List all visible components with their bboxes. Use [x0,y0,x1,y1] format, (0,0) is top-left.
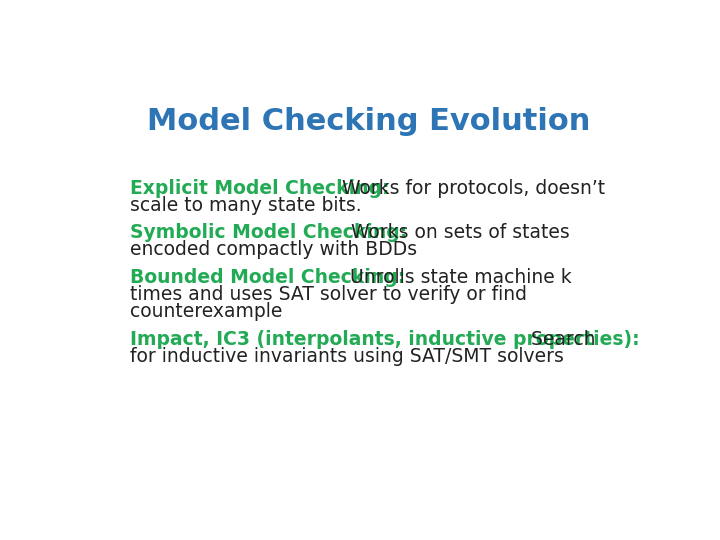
Text: Impact, IC3 (interpolants, inductive properties):: Impact, IC3 (interpolants, inductive pro… [130,330,640,349]
Text: Model Checking Evolution: Model Checking Evolution [148,107,590,136]
Text: Works on sets of states: Works on sets of states [345,224,570,242]
Text: scale to many state bits.: scale to many state bits. [130,195,362,215]
Text: Bounded Model Checking:: Bounded Model Checking: [130,268,405,287]
Text: Search: Search [526,330,595,349]
Text: for inductive invariants using SAT/SMT solvers: for inductive invariants using SAT/SMT s… [130,347,564,366]
Text: Unrolls state machine k: Unrolls state machine k [343,268,572,287]
Text: Symbolic Model Checking:: Symbolic Model Checking: [130,224,408,242]
Text: times and uses SAT solver to verify or find: times and uses SAT solver to verify or f… [130,285,527,304]
Text: counterexample: counterexample [130,302,283,321]
Text: Explicit Model Checking:: Explicit Model Checking: [130,179,396,198]
Text: encoded compactly with BDDs: encoded compactly with BDDs [130,240,418,259]
Text: Works for protocols, doesn’t: Works for protocols, doesn’t [336,179,606,198]
